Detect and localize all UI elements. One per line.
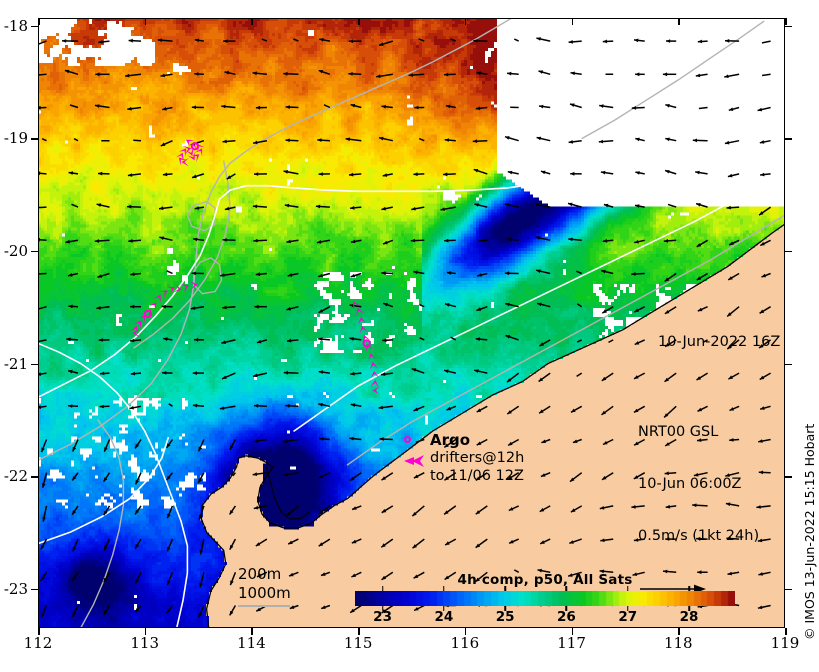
colorbar-gradient (355, 586, 735, 606)
colorbar-ticks: 23 24 25 26 27 28 (355, 606, 735, 626)
y-axis-tick (31, 25, 38, 28)
x-axis-tick (251, 628, 253, 635)
colorbar-tick-label: 28 (679, 609, 699, 625)
credit-label: © IMOS 13-Jun-2022 15:15 Hobart (802, 423, 817, 640)
colorbar-tick (443, 606, 445, 611)
x-axis-tick (358, 628, 360, 635)
colorbar-tick-top (504, 586, 506, 591)
x-axis-tick-top (38, 18, 40, 25)
x-axis-label: 119 (770, 634, 800, 652)
y-axis-tick-right (785, 476, 792, 478)
y-axis-label: -18 (3, 16, 28, 35)
colorbar-title: 4h comp, p50, All Sats (457, 572, 633, 588)
x-axis-tick (571, 628, 574, 635)
x-axis-label: 116 (450, 634, 480, 652)
legend-row-argo: Argo (400, 432, 524, 449)
colorbar-tick-top (443, 586, 445, 591)
y-axis-tick (31, 138, 38, 140)
legend-row-drifters: drifters@12h to 11/06 12Z (400, 449, 524, 485)
y-axis-label: -19 (3, 129, 28, 148)
x-axis-tick (464, 628, 467, 635)
colorbar-tick-label: 26 (557, 609, 576, 625)
x-axis-label: 117 (557, 634, 586, 652)
x-axis-tick-top (358, 18, 360, 25)
x-axis-tick-top (571, 18, 574, 25)
drifter-legend-line2: to 11/06 12Z (430, 468, 524, 484)
y-axis-tick (31, 588, 38, 591)
argo-float-markers (143, 142, 371, 348)
y-axis-tick-right (785, 250, 792, 253)
map-overlay-layer (38, 18, 785, 628)
y-axis-tick (31, 250, 38, 253)
current-vector-field (38, 37, 772, 618)
x-axis-tick (785, 628, 787, 635)
argo-marker-icon (400, 432, 430, 449)
isobath-1000m-rule (238, 605, 290, 607)
colorbar-tick (504, 606, 506, 611)
colorbar-tick-label: 24 (434, 609, 454, 625)
colorbar-tick (688, 606, 690, 611)
y-axis-tick (31, 363, 38, 366)
y-axis-tick-right (785, 588, 792, 591)
x-axis-label: 114 (237, 634, 266, 652)
x-axis-tick (144, 628, 147, 635)
x-axis-tick (678, 628, 680, 635)
x-axis-tick-top (144, 18, 147, 25)
colorbar-tick (565, 606, 568, 611)
drifter-legend-labels: drifters@12h to 11/06 12Z (430, 449, 524, 485)
x-axis-tick-top (785, 18, 787, 25)
bathymetry-legend: 200m 1000m (238, 565, 291, 607)
colorbar: 4h comp, p50, All Sats 23 24 25 26 27 28 (355, 572, 735, 626)
isobath-1000m-label: 1000m (238, 584, 291, 602)
x-axis-label: 113 (130, 634, 160, 652)
current-info-block: NRT00 GSL 10-Jun 06:00Z 0.5m/s (1kt 24h) (638, 389, 759, 614)
argo-legend-label: Argo (430, 431, 471, 449)
y-axis-label: -20 (3, 241, 28, 260)
x-axis-tick (38, 628, 40, 635)
y-axis-tick-right (785, 138, 792, 140)
y-axis-tick-right (785, 25, 792, 28)
y-axis-tick-right (785, 363, 792, 366)
isobath-200m-label: 200m (238, 565, 282, 583)
drifter-tracks (130, 139, 380, 395)
y-axis-label: -23 (3, 579, 28, 598)
colorbar-tick-label: 25 (495, 609, 515, 625)
current-scale-label: 0.5m/s (1kt 24h) (638, 528, 760, 544)
marker-legend: Argo drifters@12h to 11/06 12Z (400, 432, 524, 485)
x-axis-label: 115 (343, 634, 373, 652)
sst-map-plot (38, 18, 785, 628)
isobath-1000m (38, 18, 785, 628)
colorbar-tick-top (381, 586, 384, 591)
x-axis-tick-top (251, 18, 253, 25)
x-axis-tick-top (464, 18, 467, 25)
colorbar-tick (626, 606, 629, 611)
drifter-legend-line1: drifters@12h (430, 450, 525, 466)
colorbar-tick-top (565, 586, 568, 591)
colorbar-tick-label: 23 (373, 609, 392, 625)
sst-raster-layer (38, 18, 785, 628)
y-axis-tick (31, 476, 38, 478)
colorbar-tick-top (688, 586, 690, 591)
y-axis-label: -21 (3, 354, 28, 373)
x-axis-tick-top (678, 18, 680, 25)
current-product-label: NRT00 GSL (638, 424, 719, 440)
colorbar-tick-label: 27 (618, 609, 638, 625)
colorbar-tick-top (626, 586, 629, 591)
current-time-label: 10-Jun 06:00Z (638, 476, 742, 492)
x-axis-label: 112 (23, 634, 53, 652)
timestamp-label: 10-Jun-2022 16Z (658, 334, 781, 350)
colorbar-tick (381, 606, 384, 611)
drifter-marker-icon (400, 449, 430, 467)
y-axis-label: -22 (3, 467, 28, 486)
coastline (200, 223, 785, 628)
x-axis-label: 118 (663, 634, 693, 652)
